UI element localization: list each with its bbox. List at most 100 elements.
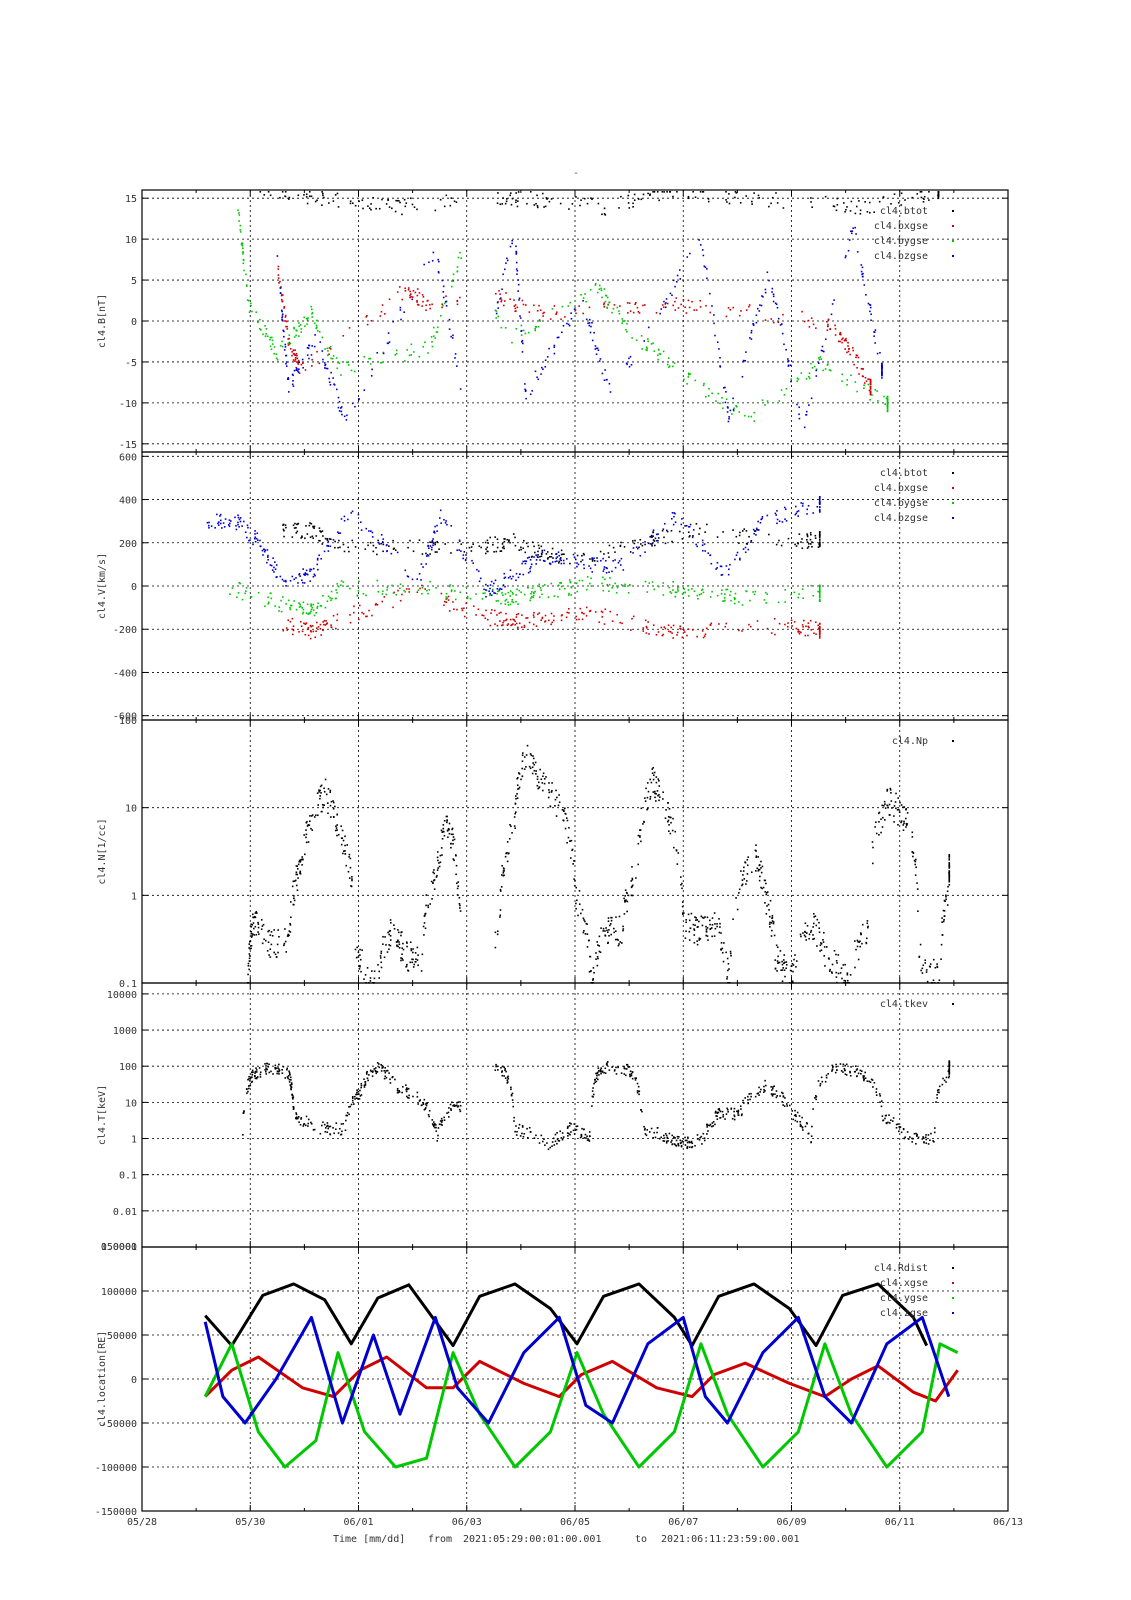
data-point	[542, 315, 544, 317]
data-point	[421, 294, 424, 296]
data-point	[424, 927, 427, 930]
data-point	[764, 902, 766, 904]
data-point	[368, 207, 371, 210]
data-point	[306, 628, 309, 631]
data-point	[294, 360, 296, 362]
data-point	[581, 579, 584, 582]
data-point	[814, 915, 817, 917]
data-point	[433, 532, 436, 534]
data-point	[522, 573, 525, 576]
data-point	[247, 962, 250, 965]
data-point	[798, 1115, 801, 1117]
data-point	[300, 1118, 302, 1120]
data-point	[265, 1070, 267, 1073]
data-point	[367, 544, 369, 547]
data-point	[437, 271, 440, 273]
data-point	[326, 538, 329, 540]
data-point	[295, 865, 298, 867]
data-point	[447, 599, 450, 601]
data-point	[434, 1126, 436, 1129]
data-point	[706, 1126, 708, 1128]
data-point	[325, 620, 327, 622]
data-point	[285, 951, 288, 953]
data-point	[499, 293, 501, 295]
data-point	[599, 559, 602, 562]
data-point	[876, 352, 879, 355]
data-point	[394, 1078, 396, 1081]
data-point	[788, 1104, 791, 1107]
data-point	[461, 609, 464, 612]
data-point	[506, 860, 509, 863]
data-point	[721, 1110, 724, 1113]
data-point	[739, 201, 742, 204]
data-point	[428, 1109, 431, 1112]
data-point	[823, 946, 826, 948]
data-point	[454, 1104, 457, 1107]
data-point	[688, 373, 690, 376]
data-point	[398, 1091, 401, 1093]
data-point	[510, 577, 513, 580]
data-point	[241, 525, 243, 527]
data-point	[292, 359, 295, 361]
data-point	[249, 1084, 252, 1087]
data-point	[870, 313, 872, 316]
y-axis-label: cl4.N[1/cc]	[97, 818, 108, 884]
data-point	[514, 623, 517, 626]
data-point	[755, 534, 757, 536]
data-point	[603, 213, 606, 215]
data-point	[387, 199, 389, 201]
data-point	[818, 931, 821, 934]
data-point	[450, 197, 453, 199]
data-point	[797, 378, 800, 381]
data-point	[584, 933, 587, 935]
data-point	[612, 927, 615, 930]
data-point	[546, 558, 549, 560]
data-point	[327, 350, 329, 352]
data-point	[824, 338, 827, 341]
data-point	[810, 1141, 813, 1143]
data-point	[340, 1123, 343, 1125]
data-point	[695, 523, 698, 525]
data-point	[304, 633, 307, 636]
data-point	[555, 313, 558, 315]
data-point	[375, 1072, 378, 1075]
data-point	[478, 545, 481, 547]
data-point	[709, 292, 711, 295]
data-point	[589, 331, 592, 334]
data-point	[670, 529, 673, 532]
data-point	[797, 630, 799, 633]
data-point	[818, 511, 821, 513]
data-point	[453, 608, 455, 611]
data-point	[346, 585, 348, 588]
data-point	[483, 588, 485, 591]
data-point	[593, 560, 596, 562]
data-point	[598, 360, 601, 362]
data-point	[761, 865, 764, 868]
data-point	[443, 205, 446, 208]
data-point	[745, 309, 748, 311]
data-point	[665, 809, 667, 811]
data-point	[289, 901, 292, 903]
data-point	[294, 356, 297, 359]
data-point	[754, 1095, 757, 1098]
data-point	[354, 405, 356, 408]
data-point	[610, 916, 612, 919]
data-point	[748, 304, 751, 306]
data-point	[382, 1066, 384, 1069]
data-point	[297, 362, 299, 364]
data-point	[525, 754, 528, 756]
data-point	[642, 630, 645, 632]
data-point	[487, 542, 489, 544]
data-point	[873, 1081, 876, 1084]
data-point	[344, 1129, 347, 1132]
data-point	[439, 861, 442, 864]
data-point	[637, 863, 640, 866]
data-point	[453, 200, 456, 203]
data-point	[558, 562, 560, 564]
data-point	[613, 304, 616, 306]
data-point	[714, 1110, 717, 1113]
data-point	[455, 201, 458, 203]
data-point	[324, 1130, 327, 1133]
data-point	[598, 950, 601, 953]
data-point	[551, 561, 554, 563]
